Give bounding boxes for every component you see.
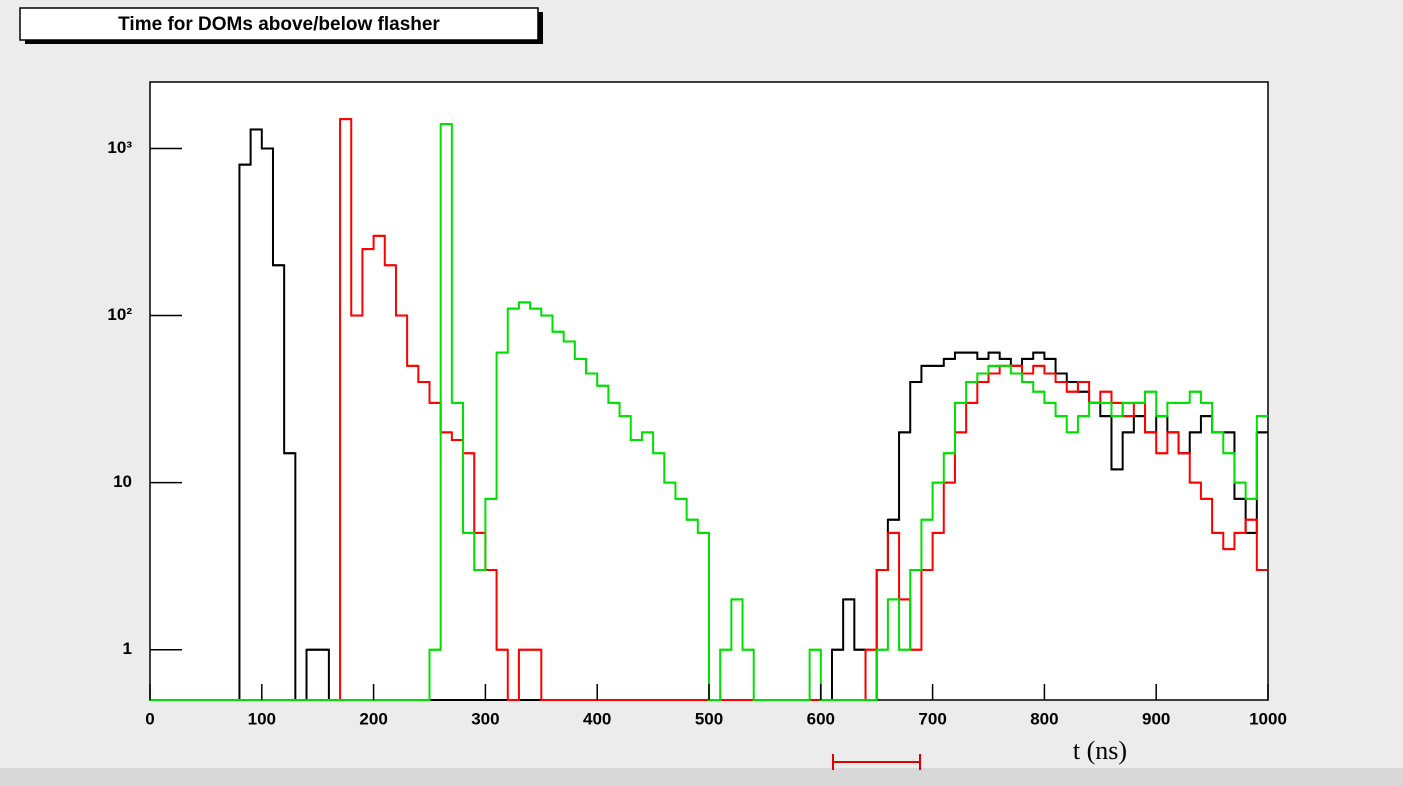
x-tick-label: 600 — [807, 709, 835, 728]
y-tick-label: 10² — [107, 305, 132, 324]
y-tick-label: 1 — [123, 639, 132, 658]
x-tick-label: 700 — [918, 709, 946, 728]
bottom-bar — [0, 768, 1403, 786]
x-tick-label: 900 — [1142, 709, 1170, 728]
x-tick-label: 0 — [145, 709, 154, 728]
x-tick-label: 800 — [1030, 709, 1058, 728]
x-tick-label: 100 — [248, 709, 276, 728]
x-tick-label: 400 — [583, 709, 611, 728]
y-tick-label: 10³ — [107, 138, 132, 157]
histograms — [150, 118, 1268, 701]
scale-bar — [832, 754, 921, 770]
title-box — [19, 7, 539, 41]
y-tick-label: 10 — [113, 472, 132, 491]
x-tick-label: 500 — [695, 709, 723, 728]
chart-title: Time for DOMs above/below flasher — [118, 14, 440, 35]
x-tick-label: 300 — [471, 709, 499, 728]
x-axis-label: t (ns) — [1073, 736, 1127, 765]
x-tick-label: 1000 — [1249, 709, 1287, 728]
x-tick-label: 200 — [359, 709, 387, 728]
